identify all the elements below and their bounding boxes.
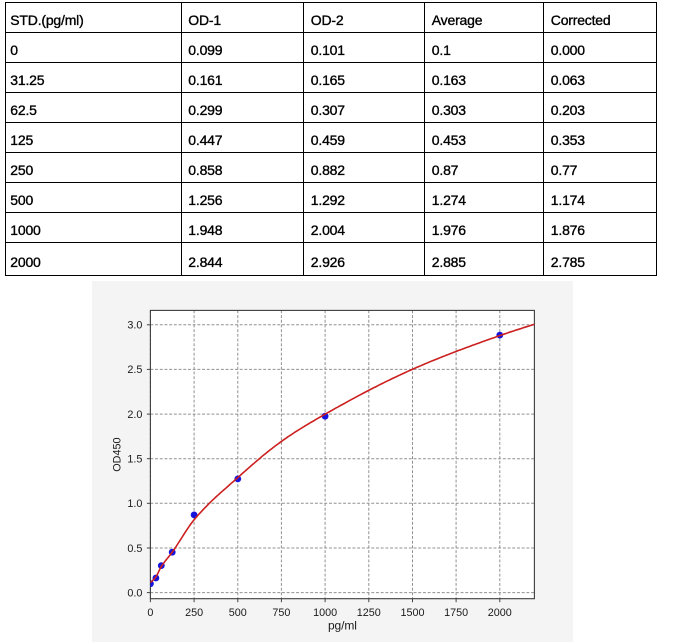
svg-text:pg/ml: pg/ml	[328, 619, 357, 633]
svg-text:0.0: 0.0	[127, 587, 142, 599]
svg-text:1.0: 1.0	[127, 498, 142, 510]
svg-text:2.5: 2.5	[127, 364, 142, 376]
svg-text:750: 750	[272, 607, 290, 619]
svg-text:1.5: 1.5	[127, 454, 142, 466]
svg-text:1000: 1000	[313, 607, 337, 619]
svg-text:0.5: 0.5	[127, 543, 142, 555]
svg-text:500: 500	[229, 607, 247, 619]
svg-text:0: 0	[147, 607, 153, 619]
svg-text:OD450: OD450	[111, 437, 123, 471]
svg-text:2.0: 2.0	[127, 409, 142, 421]
svg-text:1250: 1250	[357, 607, 381, 619]
svg-text:1750: 1750	[444, 607, 468, 619]
svg-text:250: 250	[185, 607, 203, 619]
svg-text:3.0: 3.0	[127, 320, 142, 332]
svg-text:1500: 1500	[400, 607, 424, 619]
svg-text:2000: 2000	[488, 607, 512, 619]
